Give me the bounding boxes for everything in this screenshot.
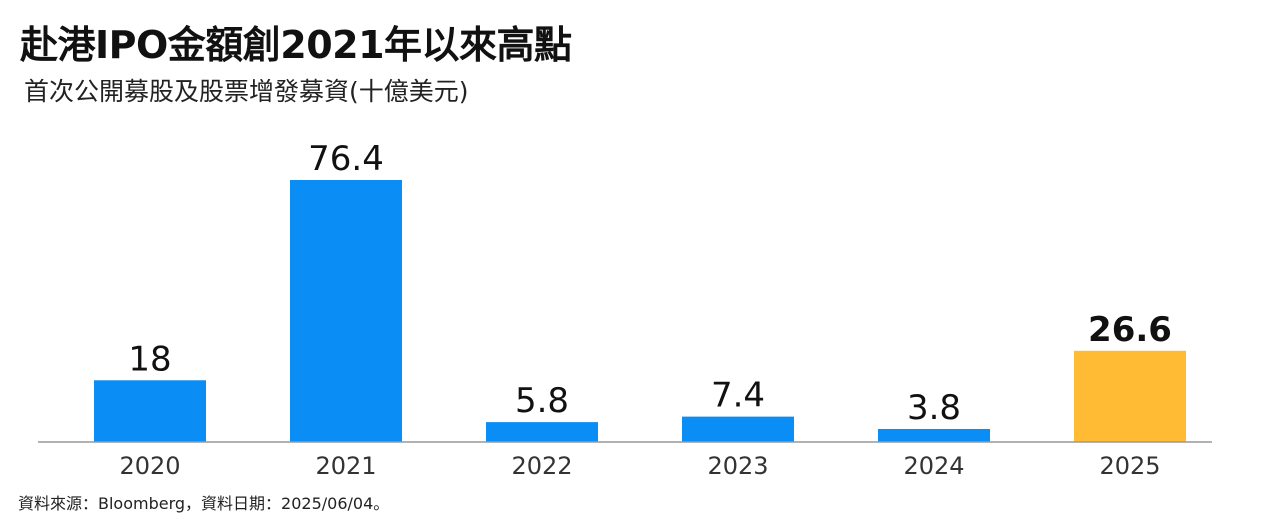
data-label-2024: 3.8	[907, 388, 961, 428]
data-label-2022: 5.8	[515, 381, 569, 421]
source-note: 資料來源：Bloomberg，資料日期：2025/06/04。	[18, 494, 390, 513]
chart-title: 赴港IPO金額創2021年以來高點	[20, 23, 572, 67]
x-tick-label-2021: 2021	[315, 452, 376, 480]
chart-subtitle: 首次公開募股及股票增發募資(十億美元)	[24, 77, 469, 106]
data-label-2025: 26.6	[1088, 310, 1172, 350]
bar-2024	[878, 428, 990, 442]
x-tick-label-2024: 2024	[903, 452, 964, 480]
x-tick-label-2020: 2020	[119, 452, 180, 480]
data-label-2023: 7.4	[711, 376, 765, 416]
x-tick-label-2022: 2022	[511, 452, 572, 480]
x-tick-label-2023: 2023	[707, 452, 768, 480]
data-label-2021: 76.4	[308, 139, 384, 179]
bars-group: 18 2020 76.4 2021 5.8 2022 7.4 2023 3.8 2024 26.6 2…	[94, 139, 1186, 480]
bar-2021	[290, 180, 402, 442]
bar-2023	[682, 416, 794, 442]
x-tick-label-2025: 2025	[1099, 452, 1160, 480]
bar-2022	[486, 422, 598, 442]
bar-2025	[1074, 350, 1186, 442]
bar-2020	[94, 380, 206, 442]
data-label-2020: 18	[128, 339, 171, 379]
